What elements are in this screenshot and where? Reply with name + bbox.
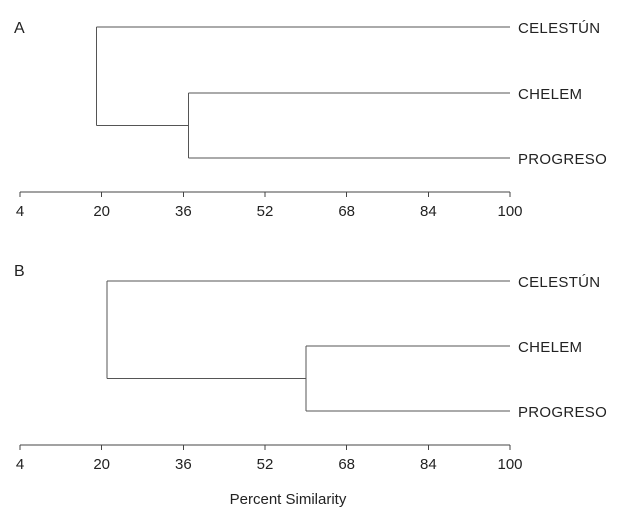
panel-b-tick-label: 100 <box>497 456 522 473</box>
panel-a-tick-label: 4 <box>16 203 24 220</box>
panel-b-letter: B <box>14 263 25 280</box>
panel-b-leaf-label: CHELEM <box>518 339 582 356</box>
panel-b-tick-label: 4 <box>16 456 24 473</box>
panel-b-tick-label: 36 <box>175 456 192 473</box>
panel-b-leaf-label: PROGRESO <box>518 404 607 421</box>
panel-a-tick-label: 100 <box>497 203 522 220</box>
panel-a-tick-label: 52 <box>257 203 274 220</box>
panel-a-tick-label: 84 <box>420 203 437 220</box>
panel-b-tick-label: 52 <box>257 456 274 473</box>
panel-b-tick-label: 84 <box>420 456 437 473</box>
panel-a-leaf-label: CELESTÚN <box>518 20 600 37</box>
panel-a-tick-label: 20 <box>93 203 110 220</box>
panel-a-letter: A <box>14 20 25 37</box>
panel-a-leaf-label: PROGRESO <box>518 151 607 168</box>
panel-b-tick-label: 20 <box>93 456 110 473</box>
panel-b-tick-label: 68 <box>338 456 355 473</box>
x-axis-title: Percent Similarity <box>230 491 347 508</box>
panel-b-leaf-label: CELESTÚN <box>518 274 600 291</box>
panel-a-tick-label: 68 <box>338 203 355 220</box>
panel-a-leaf-label: CHELEM <box>518 86 582 103</box>
panel-a-tick-label: 36 <box>175 203 192 220</box>
